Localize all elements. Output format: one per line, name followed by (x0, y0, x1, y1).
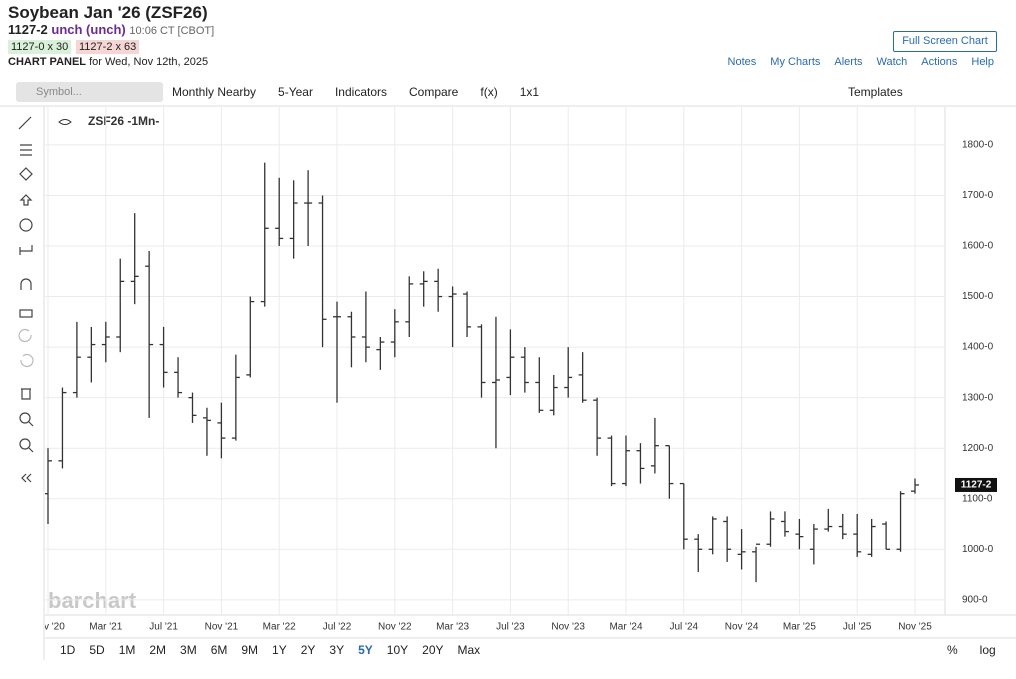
x-tick-label: Nov '22 (378, 622, 412, 633)
toolbar: Monthly Nearby 5-Year Indicators Compare f(x… (172, 85, 539, 99)
link[interactable]: Actions (921, 56, 958, 68)
y-tick-label: 1200-0 (962, 443, 994, 454)
x-tick-label: Jul '23 (496, 622, 525, 633)
link[interactable]: My Charts (770, 56, 821, 68)
y-tick-label: 1100-0 (962, 493, 993, 504)
range-button[interactable]: 1D (60, 643, 76, 657)
x-tick-label: Jul '22 (323, 622, 352, 633)
symbol-search[interactable]: Symbol... (16, 82, 163, 102)
panel: CHART PANEL for Wed, Nov 12th, 2025 (8, 56, 208, 68)
title: Soybean Jan '26 (ZSF26) (8, 3, 208, 22)
range-button[interactable]: 10Y (386, 643, 409, 657)
y-tick-label: 1400-0 (962, 342, 994, 353)
last-price: 1127-2 (8, 22, 48, 37)
x-tick-label: Mar '24 (609, 622, 642, 633)
toolbar-item[interactable]: 5-Year (278, 85, 313, 99)
scale-option[interactable]: % (947, 643, 958, 657)
sidebar-icons (18, 116, 34, 483)
toolbar-item[interactable]: f(x) (480, 85, 498, 99)
link[interactable]: Watch (876, 56, 908, 68)
full-screen-button[interactable]: Full Screen Chart (893, 31, 997, 52)
x-tick-label: Nov '24 (725, 622, 759, 633)
toolbar-item[interactable]: Monthly Nearby (172, 85, 257, 99)
x-tick-label: Jul '24 (670, 622, 699, 633)
quote: 1127-2 unch (unch) 10:06 CT [CBOT] (8, 22, 214, 37)
series-legend: ZSF26 -1Mn- (88, 114, 159, 128)
templates[interactable]: Templates (848, 85, 903, 99)
range-button[interactable]: 5D (89, 643, 105, 657)
x-tick-label: Mar '25 (783, 622, 816, 633)
y-tick-label: 1600-0 (962, 241, 994, 252)
range-button[interactable]: 2Y (300, 643, 316, 657)
y-tick-label: 1500-0 (962, 291, 994, 302)
panel-date: for Wed, Nov 12th, 2025 (89, 56, 209, 68)
y-tick-label: 1000-0 (962, 544, 994, 555)
scale-option[interactable]: log (979, 643, 996, 657)
toolbar-item[interactable]: Compare (409, 85, 459, 99)
range-button[interactable]: 9M (241, 643, 259, 657)
y-tick-label: 1800-0 (962, 140, 994, 151)
x-tick-label: Mar '22 (263, 622, 296, 633)
x-tick-label: Mar '21 (89, 622, 122, 633)
range-button[interactable]: 5Y (358, 643, 373, 657)
x-tick-label: Nov '23 (551, 622, 585, 633)
link[interactable]: Alerts (834, 56, 863, 68)
x-tick-label: Jul '21 (149, 622, 178, 633)
scale-options: % log (947, 643, 996, 657)
last-price-tag (955, 477, 997, 492)
eye-icon[interactable] (58, 119, 72, 125)
range-button[interactable]: 20Y (422, 643, 444, 657)
last-price-label: 1127-2 (961, 480, 992, 491)
x-tick-label: Nov '21 (205, 622, 239, 633)
toolbar-item[interactable]: Indicators (334, 85, 387, 99)
panel-label: CHART PANEL (8, 56, 87, 68)
range-button[interactable]: 6M (210, 643, 228, 657)
toolbar-item[interactable]: 1x1 (519, 85, 540, 99)
y-tick-label: 900-0 (962, 594, 988, 605)
x-tick-label: Nov '20 (31, 622, 65, 633)
change: unch (unch) (51, 22, 126, 37)
range-button[interactable]: 2M (149, 643, 167, 657)
x-tick-label: Jul '25 (843, 622, 872, 633)
plot: Nov '20 Mar '21 Jul '21 Nov '21 Mar '22 Jul '… (31, 107, 945, 633)
link[interactable]: Help (971, 56, 994, 68)
x-tick-label: Mar '23 (436, 622, 469, 633)
link[interactable]: Notes (727, 56, 757, 68)
x-tick-label: Nov '25 (898, 622, 932, 633)
links: Notes My Charts Alerts Watch Actions Help (728, 56, 994, 68)
y-tick-label: 1700-0 (962, 190, 994, 201)
range-button[interactable]: 3Y (329, 643, 345, 657)
range-button[interactable]: Max (457, 643, 481, 657)
ask: 1127-2 x 63 (76, 40, 140, 54)
y-tick-label: 1300-0 (962, 392, 994, 403)
bid: 1127-0 x 30 (8, 40, 72, 54)
time: 10:06 CT [CBOT] (129, 25, 215, 37)
range-button[interactable]: 1Y (272, 643, 287, 657)
range-button[interactable]: 1M (118, 643, 136, 657)
range-button[interactable]: 3M (180, 643, 197, 657)
ranges: 1D 5D 1M 2M 3M 6M 9M 1Y 2Y 3Y 5Y 10Y 20Y Max (60, 643, 480, 657)
